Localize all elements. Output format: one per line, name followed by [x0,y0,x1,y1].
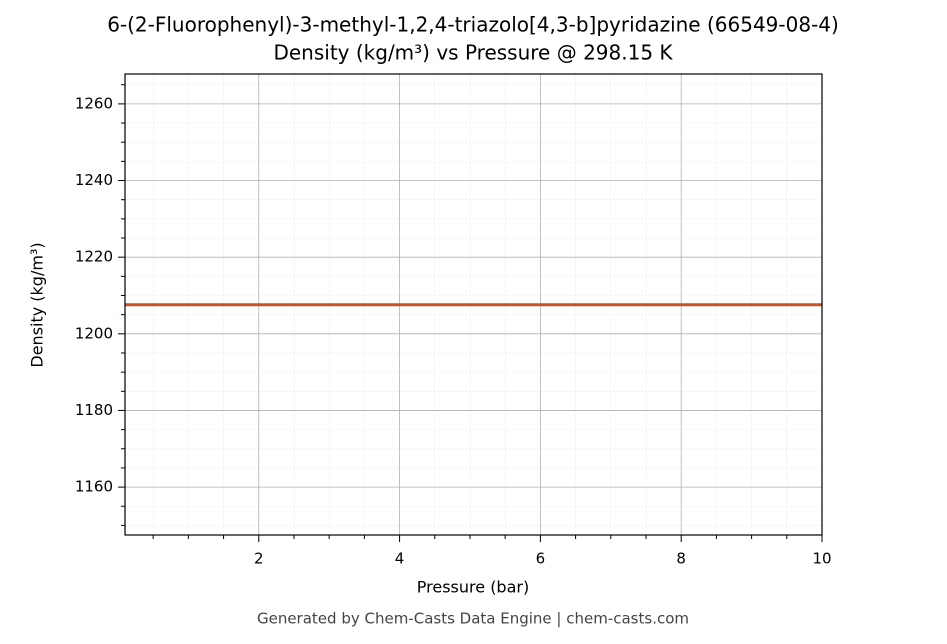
chart-subtitle: Density (kg/m³) vs Pressure @ 298.15 K [273,41,673,65]
footer: Generated by Chem-Casts Data Engine | ch… [257,610,689,628]
x-tick-label: 6 [536,550,546,568]
y-tick-label: 1200 [75,324,113,342]
plot-frame [124,73,823,536]
y-axis-label: Density (kg/m³) [28,242,47,367]
x-axis-label: Pressure (bar) [417,578,529,597]
x-tick-label: 8 [676,550,686,568]
x-tick-label: 4 [395,550,405,568]
y-tick-label: 1180 [75,401,113,419]
y-tick-label: 1240 [75,171,113,189]
y-tick-label: 1160 [75,478,113,496]
chart-title: 6-(2-Fluorophenyl)-3-methyl-1,2,4-triazo… [107,13,839,37]
y-tick-label: 1260 [75,94,113,112]
x-tick-label: 10 [812,550,831,568]
x-tick-label: 2 [254,550,264,568]
y-tick-label: 1220 [75,248,113,266]
